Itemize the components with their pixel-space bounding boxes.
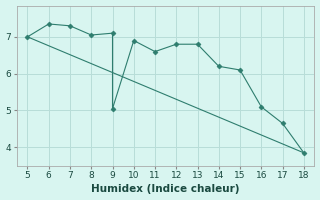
X-axis label: Humidex (Indice chaleur): Humidex (Indice chaleur) [92,184,240,194]
